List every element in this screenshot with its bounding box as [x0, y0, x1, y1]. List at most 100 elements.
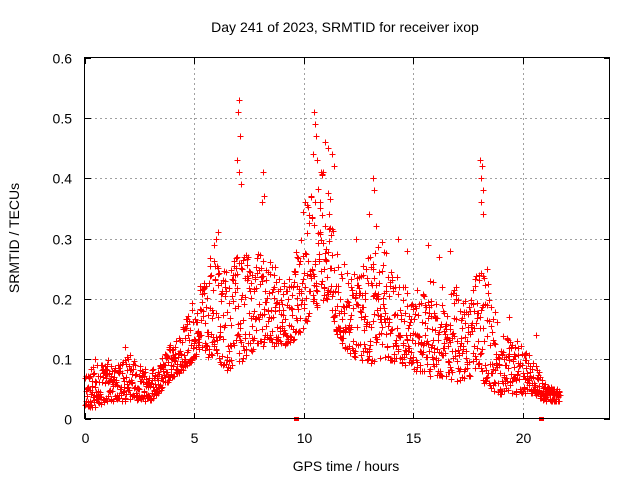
data-point — [300, 209, 307, 216]
data-point-peak — [478, 199, 485, 206]
data-point — [414, 287, 421, 294]
data-point — [263, 299, 270, 306]
data-point — [287, 333, 294, 340]
data-point — [179, 339, 186, 346]
data-point — [404, 336, 411, 343]
data-point — [222, 322, 229, 329]
data-point — [355, 302, 362, 309]
data-point — [189, 357, 196, 364]
data-point — [367, 254, 374, 261]
data-point — [185, 313, 192, 320]
data-point — [444, 313, 451, 320]
data-point — [459, 325, 466, 332]
data-point — [198, 332, 205, 339]
data-point-peak — [325, 145, 332, 152]
data-point — [230, 298, 237, 305]
data-point — [529, 366, 536, 373]
data-point — [99, 362, 106, 369]
data-point-peak — [329, 151, 336, 158]
data-point — [416, 334, 423, 341]
data-point — [186, 318, 193, 325]
data-point-peak — [484, 266, 491, 273]
data-point — [114, 382, 121, 389]
data-point — [190, 345, 197, 352]
data-point — [522, 351, 529, 358]
chart-title: Day 241 of 2023, SRMTID for receiver ixo… — [211, 19, 479, 35]
data-point-peak — [122, 344, 129, 351]
y-tick-label: 0.4 — [53, 171, 73, 187]
data-point-peak — [215, 229, 222, 236]
data-point — [195, 336, 202, 343]
data-point — [462, 320, 469, 327]
data-point — [104, 398, 111, 405]
data-point — [387, 330, 394, 337]
data-point — [404, 303, 411, 310]
data-point — [404, 290, 411, 297]
data-point — [491, 379, 498, 386]
data-point — [237, 320, 244, 327]
data-point — [405, 325, 412, 332]
data-point — [213, 346, 220, 353]
data-point — [332, 288, 339, 295]
data-point — [352, 354, 359, 361]
data-point — [260, 343, 267, 350]
data-point-peak — [236, 97, 243, 104]
data-point — [185, 332, 192, 339]
data-point — [316, 258, 323, 265]
data-point — [236, 350, 243, 357]
data-point — [338, 271, 345, 278]
data-point — [477, 314, 484, 321]
data-point — [348, 324, 355, 331]
x-tick-label: 15 — [406, 430, 422, 446]
data-point — [251, 308, 258, 315]
data-point — [319, 212, 326, 219]
data-point-peak — [331, 163, 338, 170]
data-point — [329, 252, 336, 259]
data-point — [250, 346, 257, 353]
data-point — [253, 327, 260, 334]
data-point — [194, 319, 201, 326]
data-point — [479, 368, 486, 375]
data-point — [277, 286, 284, 293]
data-point — [294, 295, 301, 302]
data-point — [371, 275, 378, 282]
data-point — [206, 280, 213, 287]
data-point — [272, 308, 279, 315]
data-point — [297, 315, 304, 322]
data-point — [326, 238, 333, 245]
data-point — [489, 370, 496, 377]
data-point — [348, 284, 355, 291]
data-point — [135, 385, 142, 392]
data-point — [271, 284, 278, 291]
data-point — [103, 366, 110, 373]
data-point — [402, 310, 409, 317]
data-point — [486, 318, 493, 325]
data-point — [238, 296, 245, 303]
data-point — [447, 339, 454, 346]
data-point — [438, 372, 445, 379]
data-point — [372, 250, 379, 257]
data-point — [215, 265, 222, 272]
data-point — [147, 383, 154, 390]
data-point — [236, 333, 243, 340]
data-point — [183, 325, 190, 332]
data-point — [394, 274, 401, 281]
y-tick-label: 0.6 — [53, 51, 73, 67]
data-point — [362, 313, 369, 320]
data-point — [304, 230, 311, 237]
data-point — [263, 323, 270, 330]
data-point — [473, 273, 480, 280]
data-point-peak — [318, 169, 325, 176]
data-point — [105, 393, 112, 400]
data-point — [442, 350, 449, 357]
x-tick-label: 0 — [82, 430, 90, 446]
data-point — [468, 324, 475, 331]
data-point — [246, 268, 253, 275]
data-point — [362, 345, 369, 352]
data-point — [313, 283, 320, 290]
data-point — [378, 330, 385, 337]
data-point — [384, 344, 391, 351]
data-point — [213, 310, 220, 317]
data-point — [278, 297, 285, 304]
